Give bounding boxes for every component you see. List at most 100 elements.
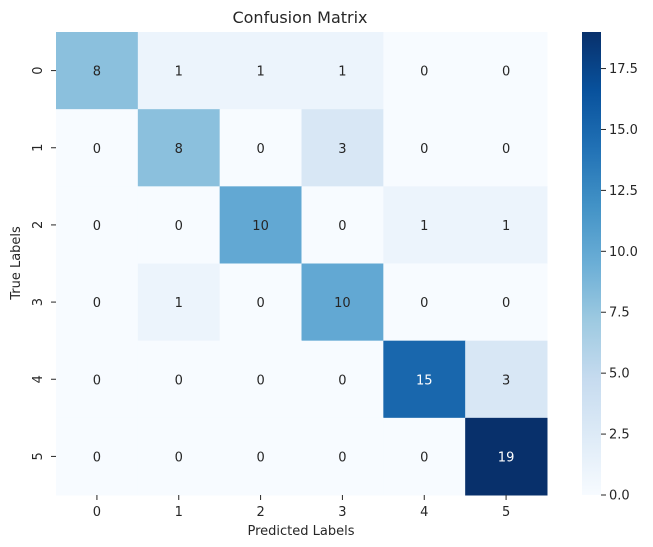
y-tick-label: 3 [31,298,46,306]
cell-value-label: 3 [502,373,510,388]
colorbar-ticks: 0.0 2.5 5.0 7.5 10.0 12.5 15.0 17.5 [601,62,638,504]
cell-value-label: 19 [498,450,515,465]
cell-value-label: 0 [338,219,346,234]
colorbar-tick-label: 12.5 [609,184,638,199]
y-tick-label: 1 [31,144,46,152]
cell-value-label: 0 [93,450,101,465]
heatmap-cell-labels: 8 1 1 1 0 00 8 0 3 0 00 0 10 0 1 10 1 0 10 0 00 0 0 0 15 30 0 0 0 0 19 [93,65,515,466]
colorbar-tick-label: 5.0 [609,367,630,382]
x-tick-label: 3 [338,505,346,520]
heatmap-cell [301,417,384,496]
heatmap-cell [465,109,548,187]
heatmap-cell [465,340,548,419]
x-tick-label: 5 [502,505,510,520]
heatmap-cell [219,109,302,187]
cell-value-label: 15 [416,373,433,388]
x-axis-label: Predicted Labels [247,524,354,539]
y-axis-ticks: 0 1 2 3 4 5 [31,66,56,461]
colorbar-tick-label: 15.0 [609,123,638,138]
colorbar-tick-label: 10.0 [609,245,638,260]
y-tick-label: 2 [31,221,46,229]
heatmap-cell [137,109,221,187]
colorbar-tick-label: 0.0 [609,489,630,504]
cell-value-label: 0 [420,450,428,465]
y-axis-label: True Labels [9,226,24,301]
cell-value-label: 0 [420,142,428,157]
cell-value-label: 10 [334,296,351,311]
heatmap-cell [383,186,466,264]
cell-value-label: 3 [338,142,346,157]
heatmap-cell [383,109,466,187]
heatmap-cell [137,417,221,496]
colorbar-tick-label: 7.5 [609,306,630,321]
cell-value-label: 0 [93,142,101,157]
cell-value-label: 0 [256,373,264,388]
heatmap-cell [219,263,302,342]
heatmap-cell [465,263,548,342]
y-tick-label: 4 [31,375,46,383]
colorbar-tick-label: 17.5 [609,62,638,77]
heatmap-cell [219,32,302,110]
chart-title: Confusion Matrix [232,8,367,27]
heatmap-cell [383,32,466,110]
heatmap-cell [137,32,221,110]
heatmap-cell [383,417,466,496]
cell-value-label: 1 [502,219,510,234]
heatmap-cell [56,340,139,419]
cell-value-label: 0 [338,373,346,388]
heatmap-cell [383,263,466,342]
x-tick-label: 4 [420,505,428,520]
cell-value-label: 0 [256,450,264,465]
y-tick-label: 0 [31,66,46,74]
cell-value-label: 1 [175,296,183,311]
cell-value-label: 1 [338,65,346,80]
heatmap-cell [219,417,302,496]
cell-value-label: 0 [175,219,183,234]
cell-value-label: 0 [420,65,428,80]
cell-value-label: 1 [256,65,264,80]
heatmap-cells [56,32,548,496]
heatmap-cell [219,340,302,419]
cell-value-label: 0 [256,142,264,157]
heatmap-cell [301,32,384,110]
cell-value-label: 0 [338,450,346,465]
heatmap-cell [301,263,384,342]
heatmap-cell [137,340,221,419]
cell-value-label: 0 [93,296,101,311]
x-axis-ticks: 0 1 2 3 4 5 [93,495,510,520]
cell-value-label: 8 [175,142,183,157]
cell-value-label: 1 [420,219,428,234]
cell-value-label: 0 [175,373,183,388]
cell-value-label: 8 [93,65,101,80]
colorbar [582,32,601,495]
heatmap-cell [465,186,548,264]
cell-value-label: 0 [93,373,101,388]
heatmap-cell [301,186,384,264]
x-tick-label: 2 [256,505,264,520]
heatmap-cell [137,263,221,342]
x-tick-label: 1 [175,505,183,520]
heatmap-cell [465,32,548,110]
heatmap-cell [56,32,139,110]
colorbar-tick-label: 2.5 [609,428,630,443]
cell-value-label: 0 [93,219,101,234]
heatmap-cell [383,340,466,419]
heatmap-cell [137,186,221,264]
cell-value-label: 0 [256,296,264,311]
cell-value-label: 0 [420,296,428,311]
y-tick-label: 5 [31,452,46,460]
cell-value-label: 0 [502,65,510,80]
cell-value-label: 1 [175,65,183,80]
heatmap-cell [301,340,384,419]
heatmap-cell [56,263,139,342]
heatmap-cell [219,186,302,264]
cell-value-label: 0 [502,296,510,311]
heatmap-cell [465,417,548,496]
cell-value-label: 10 [252,219,269,234]
cell-value-label: 0 [175,450,183,465]
heatmap-cell [56,186,139,264]
heatmap-cell [56,109,139,187]
x-tick-label: 0 [93,505,101,520]
heatmap-cell [301,109,384,187]
